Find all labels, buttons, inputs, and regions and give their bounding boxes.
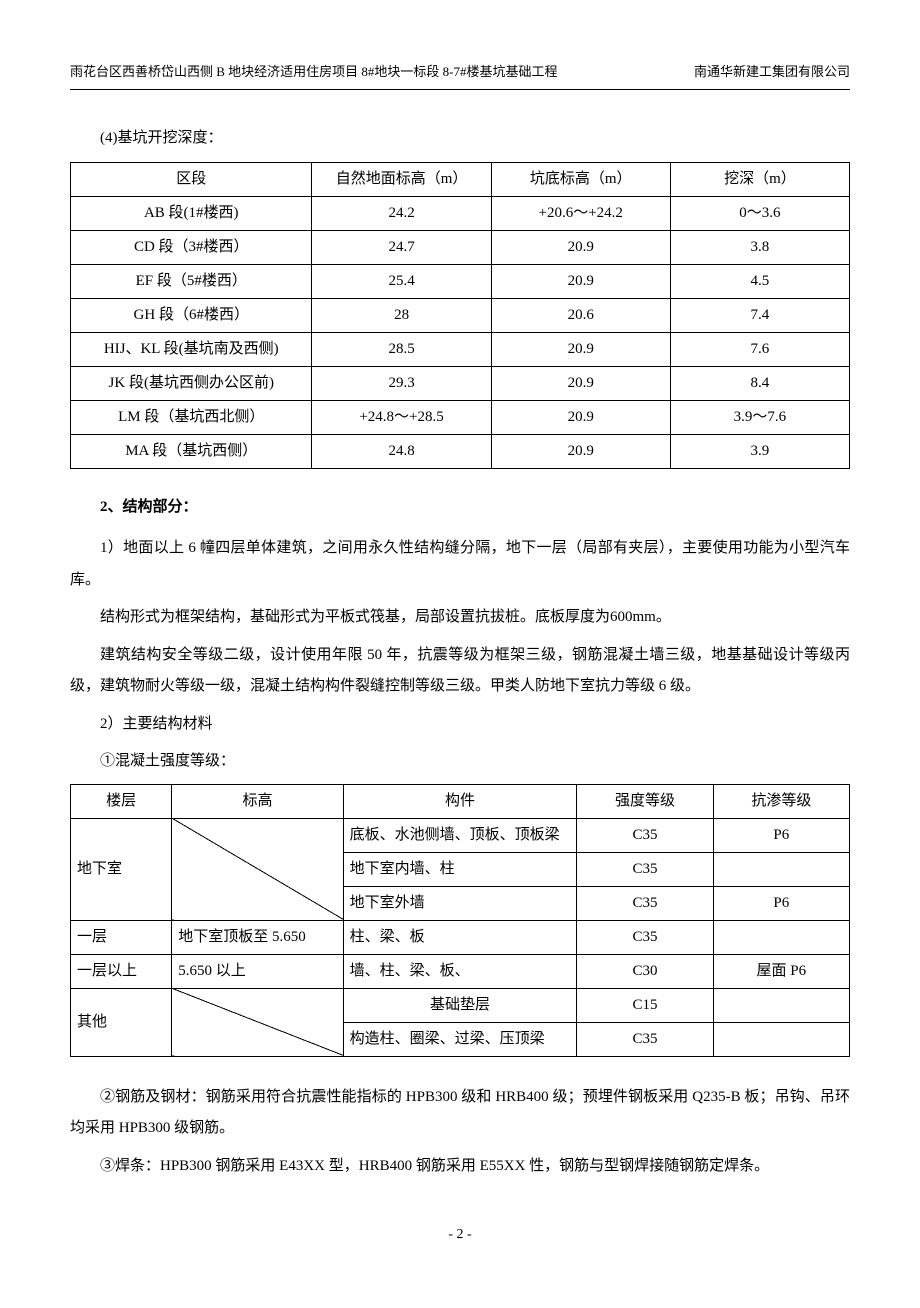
table-row: LM 段（基坑西北侧）+24.8～+28.520.93.9～7.6	[71, 401, 850, 435]
table-cell: 20.6	[491, 299, 670, 333]
table-cell: 地下室外墙	[343, 886, 577, 920]
section4-title: (4)基坑开挖深度：	[70, 125, 850, 152]
table-cell: 构造柱、圈梁、过梁、压顶梁	[343, 1022, 577, 1056]
table-cell: 20.9	[491, 231, 670, 265]
table-cell: HIJ、KL 段(基坑南及西侧)	[71, 333, 312, 367]
table-cell: 20.9	[491, 435, 670, 469]
table-header-cell: 坑底标高（m）	[491, 163, 670, 197]
table-cell	[713, 1022, 849, 1056]
table-cell	[172, 818, 343, 920]
table-header-cell: 自然地面标高（m）	[312, 163, 491, 197]
concrete-grade-table: 楼层标高构件强度等级抗渗等级 地下室底板、水池侧墙、顶板、顶板梁C35P6地下室…	[70, 784, 850, 1057]
table-cell: JK 段(基坑西侧办公区前)	[71, 367, 312, 401]
table-cell: 地下室	[71, 818, 172, 920]
table-row: JK 段(基坑西侧办公区前)29.320.98.4	[71, 367, 850, 401]
table-cell: 4.5	[670, 265, 849, 299]
page-number: - 2 -	[70, 1222, 850, 1247]
structure-p1: 1）地面以上 6 幢四层单体建筑，之间用永久性结构缝分隔，地下一层（局部有夹层）…	[70, 533, 850, 596]
structure-p7: ③焊条：HPB300 钢筋采用 E43XX 型，HRB400 钢筋采用 E55X…	[70, 1151, 850, 1183]
structure-p2: 结构形式为框架结构，基础形式为平板式筏基，局部设置抗拔桩。底板厚度为600mm。	[70, 602, 850, 634]
table-cell: +24.8～+28.5	[312, 401, 491, 435]
table-cell: 屋面 P6	[713, 954, 849, 988]
table-cell: 3.9	[670, 435, 849, 469]
structure-title: 2、结构部分：	[70, 494, 850, 521]
table-cell: C35	[577, 886, 713, 920]
table-cell: 5.650 以上	[172, 954, 343, 988]
table-cell	[172, 988, 343, 1056]
excavation-depth-table: 区段自然地面标高（m）坑底标高（m）挖深（m） AB 段(1#楼西)24.2+2…	[70, 162, 850, 469]
table-header-cell: 抗渗等级	[713, 784, 849, 818]
table-cell	[713, 988, 849, 1022]
table-cell: C35	[577, 1022, 713, 1056]
table-cell: 24.2	[312, 197, 491, 231]
table-cell: 其他	[71, 988, 172, 1056]
table-cell: C15	[577, 988, 713, 1022]
table-cell: 7.4	[670, 299, 849, 333]
structure-p6: ②钢筋及钢材：钢筋采用符合抗震性能指标的 HPB300 级和 HRB400 级；…	[70, 1082, 850, 1145]
header-left: 雨花台区西善桥岱山西侧 B 地块经济适用住房项目 8#地块一标段 8-7#楼基坑…	[70, 60, 558, 83]
table-cell: 29.3	[312, 367, 491, 401]
table-cell: 28	[312, 299, 491, 333]
page-header: 雨花台区西善桥岱山西侧 B 地块经济适用住房项目 8#地块一标段 8-7#楼基坑…	[70, 60, 850, 90]
table-header-cell: 挖深（m）	[670, 163, 849, 197]
table-header-cell: 构件	[343, 784, 577, 818]
table-cell: C35	[577, 818, 713, 852]
table-row: CD 段（3#楼西）24.720.93.8	[71, 231, 850, 265]
structure-p5: ①混凝土强度等级：	[70, 746, 850, 778]
structure-p4: 2）主要结构材料	[70, 709, 850, 741]
table-cell: AB 段(1#楼西)	[71, 197, 312, 231]
table-header-cell: 区段	[71, 163, 312, 197]
table-cell	[713, 852, 849, 886]
table-cell: 24.8	[312, 435, 491, 469]
table-cell: 24.7	[312, 231, 491, 265]
table-row: EF 段（5#楼西）25.420.94.5	[71, 265, 850, 299]
table-cell: 8.4	[670, 367, 849, 401]
table-cell: 7.6	[670, 333, 849, 367]
table-cell: 20.9	[491, 265, 670, 299]
table-cell: 25.4	[312, 265, 491, 299]
table-cell: 28.5	[312, 333, 491, 367]
table-cell: 一层	[71, 920, 172, 954]
table-header-cell: 标高	[172, 784, 343, 818]
table-cell: C30	[577, 954, 713, 988]
table-cell: P6	[713, 886, 849, 920]
table-cell	[713, 920, 849, 954]
table-cell: 墙、柱、梁、板、	[343, 954, 577, 988]
table-cell: 20.9	[491, 401, 670, 435]
table-cell: 底板、水池侧墙、顶板、顶板梁	[343, 818, 577, 852]
table-cell: 3.8	[670, 231, 849, 265]
structure-p3: 建筑结构安全等级二级，设计使用年限 50 年，抗震等级为框架三级，钢筋混凝土墙三…	[70, 640, 850, 703]
header-right: 南通华新建工集团有限公司	[694, 60, 850, 83]
table-row: GH 段（6#楼西）2820.67.4	[71, 299, 850, 333]
table-header-cell: 楼层	[71, 784, 172, 818]
table-cell: P6	[713, 818, 849, 852]
table-cell: 柱、梁、板	[343, 920, 577, 954]
table-cell: 0～3.6	[670, 197, 849, 231]
table-cell: GH 段（6#楼西）	[71, 299, 312, 333]
table-cell: 基础垫层	[343, 988, 577, 1022]
table-header-cell: 强度等级	[577, 784, 713, 818]
table-cell: C35	[577, 852, 713, 886]
table-row: AB 段(1#楼西)24.2+20.6～+24.20～3.6	[71, 197, 850, 231]
table-cell: 地下室顶板至 5.650	[172, 920, 343, 954]
table-cell: 地下室内墙、柱	[343, 852, 577, 886]
table-cell: MA 段（基坑西侧）	[71, 435, 312, 469]
table-cell: CD 段（3#楼西）	[71, 231, 312, 265]
table-cell: EF 段（5#楼西）	[71, 265, 312, 299]
table-cell: 3.9～7.6	[670, 401, 849, 435]
table-cell: 20.9	[491, 333, 670, 367]
table-cell: +20.6～+24.2	[491, 197, 670, 231]
table-cell: LM 段（基坑西北侧）	[71, 401, 312, 435]
table-cell: 20.9	[491, 367, 670, 401]
table-row: MA 段（基坑西侧）24.820.93.9	[71, 435, 850, 469]
table-row: HIJ、KL 段(基坑南及西侧)28.520.97.6	[71, 333, 850, 367]
table-cell: C35	[577, 920, 713, 954]
table-cell: 一层以上	[71, 954, 172, 988]
